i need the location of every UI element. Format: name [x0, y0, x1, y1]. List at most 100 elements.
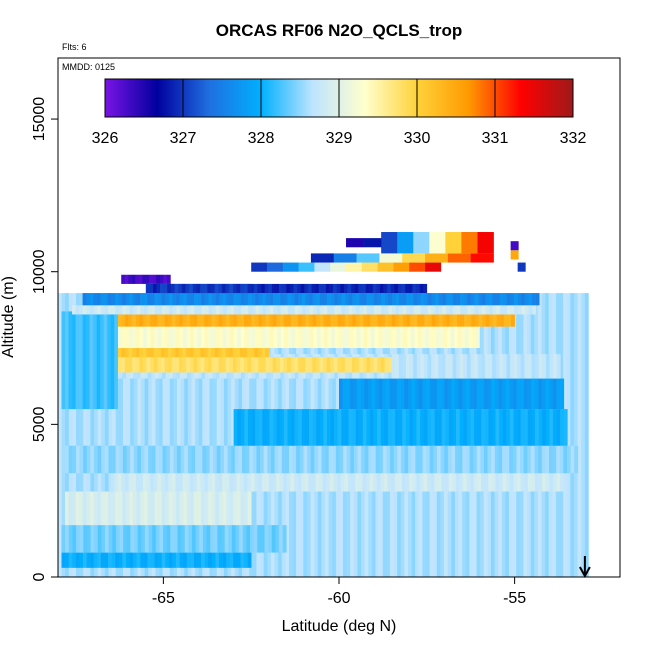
heatmap-cell	[148, 293, 153, 577]
heatmap-cell	[542, 354, 547, 379]
heatmap-band	[156, 283, 252, 294]
heatmap-cell	[118, 491, 123, 526]
heatmap-cell	[363, 305, 368, 315]
heatmap-cell	[309, 305, 314, 315]
heatmap-cell	[445, 473, 449, 492]
heatmap-cell	[269, 293, 274, 306]
heatmap-cell	[103, 311, 108, 410]
heatmap-cell	[371, 317, 375, 349]
heatmap-cell	[567, 445, 571, 474]
heatmap-cell	[413, 293, 418, 306]
heatmap-cell	[560, 378, 565, 410]
colorbar-tick-label: 331	[482, 130, 509, 147]
heatmap-cell	[72, 311, 76, 410]
heatmap-cell	[190, 317, 195, 349]
heatmap-cell	[481, 293, 486, 306]
heatmap-cell	[147, 293, 152, 306]
heatmap-cell	[101, 445, 106, 474]
heatmap-cell	[96, 293, 101, 306]
heatmap-cell	[204, 348, 208, 358]
heatmap-cell	[287, 357, 292, 373]
heatmap-cell	[362, 473, 367, 492]
heatmap-cell	[283, 409, 288, 446]
heatmap-cell	[305, 314, 310, 327]
heatmap-cell	[193, 357, 198, 373]
heatmap-cell	[101, 525, 106, 553]
heatmap-cell	[195, 445, 200, 474]
heatmap-cell	[315, 357, 320, 373]
heatmap-cell	[474, 314, 479, 327]
heatmap-cell	[301, 293, 306, 306]
heatmap-cell	[312, 409, 317, 446]
heatmap-cell	[189, 283, 194, 294]
heatmap-cell	[136, 317, 140, 349]
heatmap-cell	[101, 293, 106, 577]
heatmap-cell	[471, 305, 475, 315]
heatmap-cell	[273, 317, 278, 349]
heatmap-cell	[463, 293, 468, 306]
heatmap-cell	[379, 445, 384, 474]
heatmap-cell	[79, 552, 84, 568]
heatmap-cell	[394, 473, 399, 492]
heatmap-cell	[283, 314, 288, 327]
heatmap-cell	[68, 293, 73, 577]
heatmap-cell	[417, 305, 421, 315]
heatmap-cell	[484, 354, 489, 379]
heatmap-band	[110, 473, 568, 492]
heatmap-cell	[68, 311, 73, 410]
heatmap-cell	[325, 445, 330, 474]
heatmap-cell	[489, 314, 494, 327]
heatmap-cell	[261, 283, 265, 294]
heatmap-cell	[169, 293, 174, 577]
heatmap-band	[117, 348, 270, 358]
heatmap-cell	[398, 409, 403, 446]
heatmap-cell	[334, 409, 338, 446]
heatmap-cell	[182, 473, 187, 492]
heatmap-cell	[169, 445, 174, 474]
heatmap-cell	[290, 314, 295, 327]
heatmap-cell	[447, 378, 452, 410]
heatmap-cell	[478, 293, 482, 306]
heatmap-cell	[159, 293, 163, 577]
heatmap-cell	[132, 314, 137, 327]
heatmap-cell	[520, 354, 525, 379]
heatmap-cell	[334, 357, 338, 373]
heatmap-cell	[494, 378, 499, 410]
heatmap-cell	[381, 232, 398, 254]
heatmap-cell	[251, 357, 255, 373]
heatmap-cell	[485, 314, 490, 327]
heatmap-cell	[65, 525, 70, 553]
heatmap-cell	[434, 409, 439, 446]
heatmap-cell	[221, 525, 225, 553]
heatmap-cell	[470, 473, 475, 492]
heatmap-cell	[86, 552, 91, 568]
heatmap-cell	[527, 409, 532, 446]
heatmap-cell	[446, 317, 451, 349]
heatmap-cell	[487, 378, 492, 410]
heatmap-cell	[563, 445, 568, 474]
heatmap-cell	[425, 253, 449, 263]
heatmap-cell	[429, 378, 434, 410]
heatmap-cell	[333, 253, 357, 263]
heatmap-cell	[321, 445, 326, 474]
heatmap-cell	[121, 357, 126, 373]
heatmap-cell	[469, 445, 474, 474]
heatmap-cell	[104, 305, 109, 315]
heatmap-cell	[146, 314, 151, 327]
heatmap-cell	[133, 305, 138, 315]
heatmap-cell	[143, 473, 147, 492]
heatmap-cell	[477, 409, 482, 446]
heatmap-cell	[229, 357, 234, 373]
heatmap-cell	[135, 274, 140, 284]
heatmap-cell	[204, 317, 209, 349]
heatmap-cell	[150, 552, 155, 568]
heatmap-cell	[423, 473, 428, 492]
heatmap-cell	[189, 473, 194, 492]
heatmap-cell	[129, 491, 134, 526]
heatmap-cell	[105, 525, 109, 553]
heatmap-cell	[538, 378, 543, 410]
heatmap-cell	[406, 314, 411, 327]
heatmap-cell	[510, 250, 519, 260]
heatmap-cell	[449, 305, 454, 315]
heatmap-cell	[208, 305, 213, 315]
